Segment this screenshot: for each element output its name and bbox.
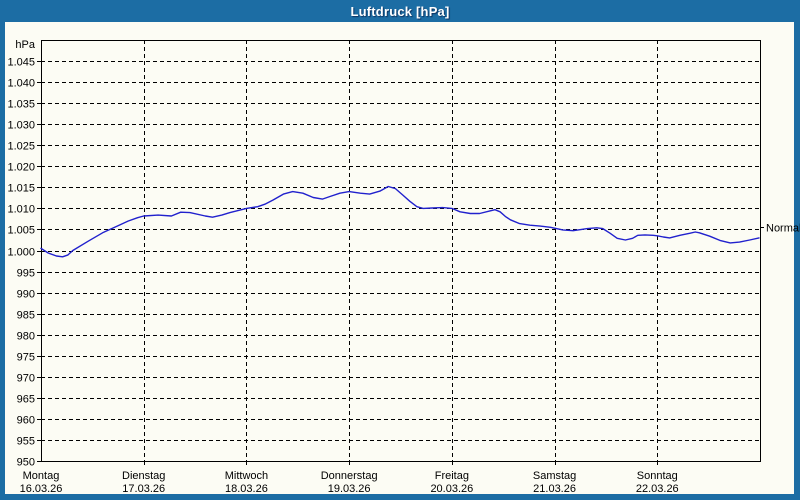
day-name-label: Montag bbox=[23, 470, 60, 482]
svg-text:1.045: 1.045 bbox=[7, 57, 35, 69]
svg-text:960: 960 bbox=[17, 415, 35, 427]
svg-text:970: 970 bbox=[17, 373, 35, 385]
day-name-label: Donnerstag bbox=[321, 470, 378, 482]
day-date-label: 20.03.26 bbox=[430, 483, 473, 495]
chart-title: Luftdruck [hPa] bbox=[350, 3, 450, 19]
plot-frame bbox=[41, 40, 761, 462]
chart-background bbox=[5, 22, 794, 494]
svg-text:1.035: 1.035 bbox=[7, 99, 35, 111]
svg-text:985: 985 bbox=[17, 310, 35, 322]
day-date-label: 21.03.26 bbox=[533, 483, 576, 495]
svg-text:1.000: 1.000 bbox=[7, 247, 35, 259]
normal-label: Normal bbox=[766, 223, 800, 235]
day-date-label: 18.03.26 bbox=[225, 483, 268, 495]
svg-text:1.005: 1.005 bbox=[7, 225, 35, 237]
day-name-label: Dienstag bbox=[122, 470, 165, 482]
day-date-label: 17.03.26 bbox=[122, 483, 165, 495]
svg-text:1.040: 1.040 bbox=[7, 78, 35, 90]
svg-text:1.025: 1.025 bbox=[7, 141, 35, 153]
svg-text:1.010: 1.010 bbox=[7, 204, 35, 216]
svg-text:955: 955 bbox=[17, 436, 35, 448]
day-date-label: 22.03.26 bbox=[636, 483, 679, 495]
day-date-label: 19.03.26 bbox=[328, 483, 371, 495]
y-axis-labels: 1.045 1.040 1.035 1.030 1.025 1.020 1.015 1.010… bbox=[7, 57, 35, 469]
svg-text:975: 975 bbox=[17, 352, 35, 364]
normal-marker: Normal bbox=[760, 223, 800, 235]
day-name-label: Samstag bbox=[533, 470, 576, 482]
day-name-label: Mittwoch bbox=[225, 470, 268, 482]
y-gridlines bbox=[37, 61, 760, 462]
title-bar: Luftdruck [hPa] bbox=[0, 0, 800, 22]
y-unit-label: hPa bbox=[15, 39, 35, 51]
svg-text:965: 965 bbox=[17, 394, 35, 406]
svg-text:995: 995 bbox=[17, 268, 35, 280]
x-gridlines bbox=[144, 40, 658, 465]
svg-text:950: 950 bbox=[17, 457, 35, 469]
svg-text:1.020: 1.020 bbox=[7, 162, 35, 174]
svg-text:980: 980 bbox=[17, 331, 35, 343]
day-date-label: 16.03.26 bbox=[20, 483, 63, 495]
day-name-label: Sonntag bbox=[637, 470, 678, 482]
pressure-line bbox=[40, 185, 760, 258]
svg-text:1.015: 1.015 bbox=[7, 183, 35, 195]
svg-text:990: 990 bbox=[17, 289, 35, 301]
day-name-label: Freitag bbox=[435, 470, 469, 482]
svg-text:1.030: 1.030 bbox=[7, 120, 35, 132]
